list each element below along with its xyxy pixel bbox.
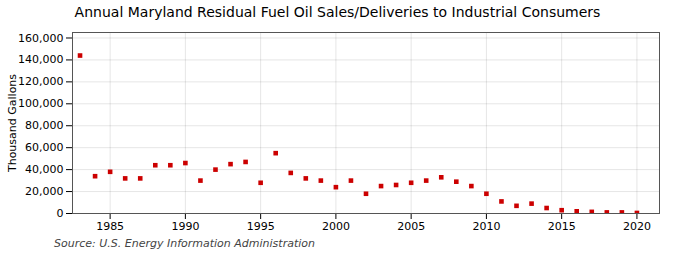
- svg-text:1990: 1990: [171, 220, 199, 233]
- svg-text:140,000: 140,000: [18, 53, 64, 66]
- svg-text:0: 0: [57, 207, 64, 220]
- svg-text:2020: 2020: [623, 220, 651, 233]
- svg-text:2010: 2010: [472, 220, 500, 233]
- svg-text:120,000: 120,000: [18, 75, 64, 88]
- svg-text:20,000: 20,000: [25, 185, 64, 198]
- svg-text:100,000: 100,000: [18, 97, 64, 110]
- svg-text:2015: 2015: [548, 220, 576, 233]
- svg-text:1985: 1985: [96, 220, 124, 233]
- svg-text:1995: 1995: [247, 220, 275, 233]
- svg-text:2005: 2005: [397, 220, 425, 233]
- svg-text:60,000: 60,000: [25, 141, 64, 154]
- svg-text:160,000: 160,000: [18, 32, 64, 45]
- svg-text:40,000: 40,000: [25, 163, 64, 176]
- svg-text:Thousand Gallons: Thousand Gallons: [6, 74, 19, 173]
- html-text:Source: U.S. Energy Informatio: Source: U.S. Energy Information Administ…: [54, 237, 315, 250]
- svg-text:80,000: 80,000: [25, 119, 64, 132]
- svg-text:2000: 2000: [322, 220, 350, 233]
- html-text:Annual Maryland Residual Fuel: Annual Maryland Residual Fuel Oil Sales/…: [74, 4, 601, 20]
